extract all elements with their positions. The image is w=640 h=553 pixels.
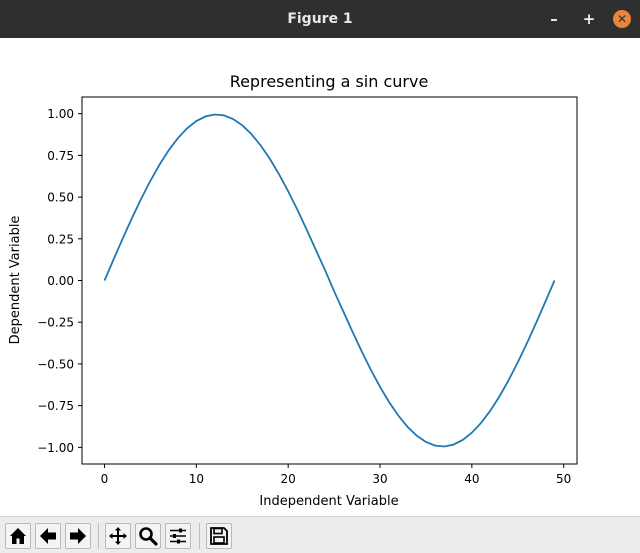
- configure-subplots-button[interactable]: [165, 523, 191, 549]
- minimize-button[interactable]: –: [550, 10, 558, 28]
- toolbar-separator: [98, 523, 99, 549]
- close-button[interactable]: ✕: [613, 10, 631, 28]
- y-axis-label: Dependent Variable: [8, 216, 23, 345]
- navigation-toolbar: [0, 516, 640, 553]
- home-icon: [10, 528, 26, 544]
- x-tick-label: 40: [464, 472, 479, 486]
- window-titlebar: Figure 1 – + ✕: [0, 0, 640, 38]
- y-tick-label: 0.25: [47, 232, 74, 246]
- window-title: Figure 1: [287, 11, 353, 27]
- pan-button[interactable]: [105, 523, 131, 549]
- sin-chart: 0 10 20 30 40 50 1.00 0.75 0.50 0.25 0.00 −0.25 −0.…: [8, 72, 578, 509]
- floppy-disk-icon: [210, 527, 228, 545]
- chart-title: Representing a sin curve: [230, 72, 429, 91]
- x-tick-label: 20: [281, 472, 296, 486]
- arrow-left-icon: [40, 528, 56, 544]
- y-ticks: 1.00 0.75 0.50 0.25 0.00 −0.25 −0.50 −0.75 −1.00: [37, 107, 82, 455]
- back-button[interactable]: [35, 523, 61, 549]
- x-tick-label: 50: [556, 472, 571, 486]
- magnifier-icon: [139, 527, 158, 546]
- arrow-right-icon: [70, 528, 86, 544]
- zoom-button[interactable]: [135, 523, 161, 549]
- move-icon: [109, 527, 127, 545]
- maximize-button[interactable]: +: [582, 10, 596, 28]
- x-tick-label: 10: [189, 472, 204, 486]
- y-tick-label: 0.50: [47, 191, 74, 205]
- x-tick-label: 30: [372, 472, 387, 486]
- save-button[interactable]: [206, 523, 232, 549]
- x-ticks: 0 10 20 30 40 50: [101, 464, 571, 486]
- y-tick-label: −0.25: [37, 316, 74, 330]
- x-tick-label: 0: [101, 472, 109, 486]
- y-tick-label: 0.00: [47, 274, 74, 288]
- y-tick-label: −0.75: [37, 399, 74, 413]
- sliders-icon: [170, 528, 186, 544]
- sin-line: [103, 113, 556, 448]
- forward-button[interactable]: [65, 523, 91, 549]
- x-axis-label: Independent Variable: [259, 494, 398, 509]
- y-tick-label: −1.00: [37, 441, 74, 455]
- home-button[interactable]: [5, 523, 31, 549]
- toolbar-separator: [199, 523, 200, 549]
- y-tick-label: 1.00: [47, 107, 74, 121]
- figure-canvas[interactable]: 0 10 20 30 40 50 1.00 0.75 0.50 0.25 0.00 −0.25 −0.…: [0, 38, 640, 516]
- y-tick-label: 0.75: [47, 149, 74, 163]
- y-tick-label: −0.50: [37, 357, 74, 371]
